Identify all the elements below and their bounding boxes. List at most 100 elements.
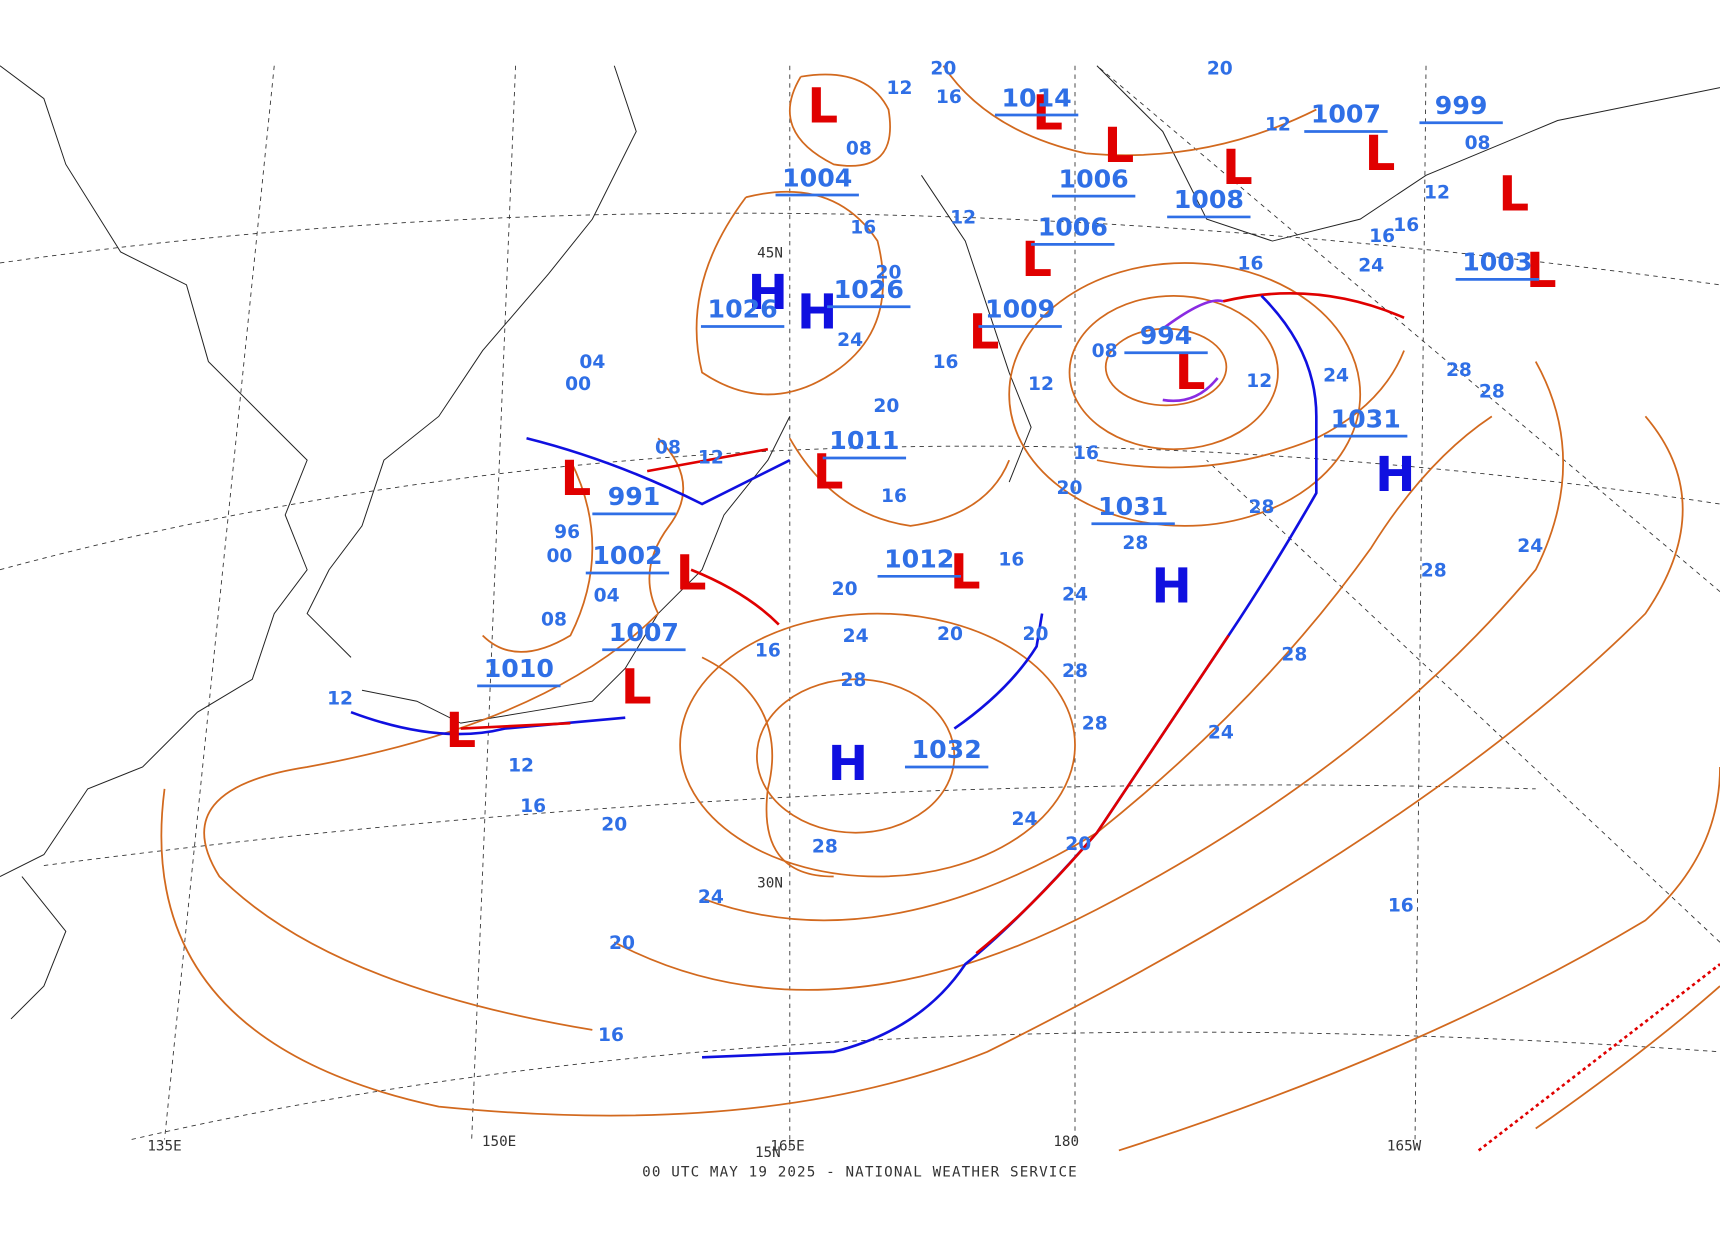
- center-pressure: 1008: [1174, 185, 1244, 214]
- isobar-label: 96: [554, 522, 580, 543]
- isobar-label: 24: [1517, 536, 1543, 557]
- center-pressure: 1007: [1311, 100, 1381, 129]
- isobar-label: 12: [1424, 182, 1450, 203]
- isobar-label: 28: [1281, 645, 1307, 666]
- isobar-label: 20: [873, 396, 899, 417]
- longitude-label: 165E: [770, 1138, 804, 1154]
- isobar-label: 20: [930, 59, 956, 80]
- isobar-label: 28: [1446, 360, 1472, 381]
- isobar-label: 08: [655, 438, 681, 459]
- isobar-label: 24: [698, 887, 724, 908]
- longitude-label: 135E: [147, 1138, 181, 1154]
- isobar-label: 24: [1062, 584, 1088, 605]
- pressure-center-letter: L: [621, 659, 652, 715]
- isobar-label: 04: [579, 352, 605, 373]
- pressure-center-letter: L: [561, 451, 592, 507]
- pressure-center-letter: L: [676, 545, 707, 601]
- isobar-label: 16: [1388, 896, 1414, 917]
- center-pressure: 1004: [782, 163, 852, 192]
- pressure-center-letter: L: [807, 79, 838, 135]
- center-pressure: 1014: [1002, 83, 1072, 112]
- pressure-center-letter: L: [813, 445, 844, 501]
- isobar-label: 24: [1208, 722, 1234, 743]
- pressure-center-letter: H: [748, 265, 788, 321]
- pressure-center-letter: L: [1021, 232, 1052, 288]
- isobar-label: 08: [541, 610, 567, 631]
- center-pressure: 1026: [834, 275, 904, 304]
- coastlines: [0, 65, 1720, 1020]
- isobar-label: 20: [609, 933, 635, 954]
- isobar-label: 00: [565, 374, 591, 395]
- isobar-label: 20: [937, 624, 963, 645]
- isobar-label: 12: [887, 78, 913, 99]
- center-pressure: 1031: [1098, 492, 1168, 521]
- isobar-label: 16: [850, 217, 876, 238]
- center-pressure: 994: [1140, 321, 1193, 350]
- isobar-label: 16: [520, 796, 546, 817]
- isobar-label: 12: [1265, 114, 1291, 135]
- center-pressure: 1031: [1331, 404, 1401, 433]
- isobar-label: 16: [933, 352, 959, 373]
- latitude-label: 45N: [757, 245, 783, 261]
- latitude-label: 30N: [757, 875, 783, 891]
- center-pressure: 991: [608, 482, 661, 511]
- isobar-label: 24: [1323, 365, 1349, 386]
- pressure-center-letter: L: [1365, 126, 1396, 182]
- center-pressure: 1003: [1462, 248, 1532, 277]
- isobar-label: 20: [601, 815, 627, 836]
- center-pressure: 1007: [609, 618, 679, 647]
- isobar-label: 08: [846, 138, 872, 159]
- isobar-label: 28: [1122, 533, 1148, 554]
- center-pressure: 1032: [912, 735, 982, 764]
- isobar-label: 20: [1057, 478, 1083, 499]
- isobar-label: 20: [1207, 59, 1233, 80]
- isobar-label: 12: [698, 447, 724, 468]
- isobar-label: 12: [1246, 371, 1272, 392]
- longitude-label: 180: [1053, 1134, 1079, 1150]
- center-pressure: 1010: [484, 654, 554, 683]
- isobar-label: 24: [843, 626, 869, 647]
- isobar-label: 16: [1073, 443, 1099, 464]
- isobar-label: 28: [840, 670, 866, 691]
- isobar-label: 12: [327, 689, 353, 710]
- center-pressure: 1011: [829, 426, 899, 455]
- center-pressure: 999: [1435, 91, 1488, 120]
- footer: 00 UTC MAY 19 2025 - NATIONAL WEATHER SE…: [642, 1165, 1078, 1181]
- center-pressure: 1006: [1059, 164, 1129, 193]
- pressure-center-letter: L: [445, 703, 476, 759]
- pressure-center-letter: L: [1526, 243, 1557, 299]
- isobar-label: 12: [508, 755, 534, 776]
- center-pressure: 1009: [985, 295, 1055, 324]
- isobar-label: 28: [1421, 560, 1447, 581]
- pressure-center-letter: L: [969, 304, 1000, 360]
- fronts: [350, 292, 1720, 1152]
- pressure-center-letter: L: [1104, 118, 1135, 174]
- isobar-label: 16: [598, 1025, 624, 1046]
- center-pressure: 1002: [592, 541, 662, 570]
- pressure-center-letter: L: [1032, 85, 1063, 141]
- center-pressure: 1012: [884, 545, 954, 574]
- longitude-label: 150E: [482, 1134, 516, 1150]
- isobar-label: 20: [1065, 834, 1091, 855]
- isobar-label: 16: [936, 87, 962, 108]
- pressure-center-letter: H: [828, 736, 868, 792]
- isobars: [160, 65, 1720, 1152]
- isobar-label: 08: [1465, 133, 1491, 154]
- pressure-center-letter: L: [950, 544, 981, 600]
- isobar-label: 24: [837, 330, 863, 351]
- longitude-label: 165W: [1387, 1138, 1422, 1154]
- isobar-label: 28: [1249, 497, 1275, 518]
- isobar-label: 28: [1082, 714, 1108, 735]
- isobar-label: 28: [1062, 661, 1088, 682]
- isobar-label: 16: [1369, 226, 1395, 247]
- pressure-center-letter: L: [1498, 166, 1529, 222]
- isobar-label: 24: [1012, 809, 1038, 830]
- isobar-label: 20: [876, 262, 902, 283]
- isobar-label: 08: [1092, 341, 1118, 362]
- pressure-center-letter: L: [1222, 140, 1253, 196]
- isobar-label: 16: [1393, 215, 1419, 236]
- pressure-center-letter: H: [1151, 559, 1191, 615]
- isobar-label: 20: [1023, 624, 1049, 645]
